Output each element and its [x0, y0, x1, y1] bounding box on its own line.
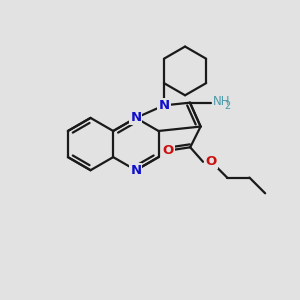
Text: N: N — [130, 111, 141, 124]
Text: N: N — [130, 164, 141, 177]
Text: O: O — [163, 144, 174, 157]
Text: O: O — [206, 155, 217, 168]
Text: 2: 2 — [224, 101, 230, 111]
Text: N: N — [158, 99, 169, 112]
Text: NH: NH — [213, 95, 230, 108]
